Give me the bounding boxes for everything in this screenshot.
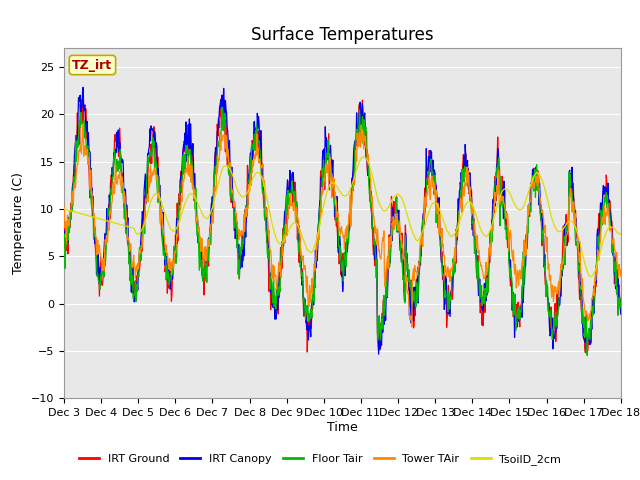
Legend: IRT Ground, IRT Canopy, Floor Tair, Tower TAir, TsoilD_2cm: IRT Ground, IRT Canopy, Floor Tair, Towe… <box>74 450 566 469</box>
Text: TZ_irt: TZ_irt <box>72 59 113 72</box>
Y-axis label: Temperature (C): Temperature (C) <box>12 172 26 274</box>
Title: Surface Temperatures: Surface Temperatures <box>251 25 434 44</box>
X-axis label: Time: Time <box>327 421 358 434</box>
